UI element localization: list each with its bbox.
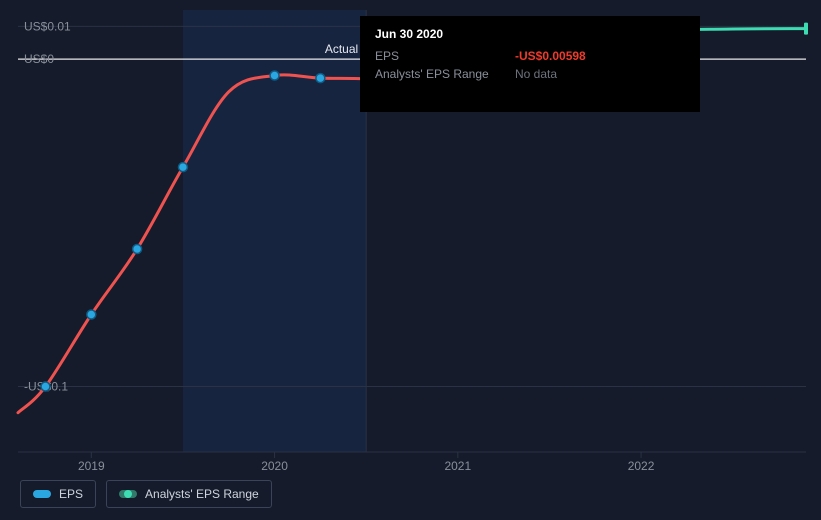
tooltip-table: EPS -US$0.00598 Analysts' EPS Range No d…: [375, 47, 685, 83]
tooltip-date: Jun 30 2020: [375, 27, 685, 41]
svg-text:Actual: Actual: [325, 42, 358, 56]
eps-forecast-chart: US$0.01US$0-US$0.1ActualAnalysts Forecas…: [0, 0, 821, 520]
chart-legend: EPS Analysts' EPS Range: [20, 480, 272, 508]
legend-item-label: EPS: [59, 487, 83, 501]
svg-text:2019: 2019: [78, 459, 105, 473]
legend-item-label: Analysts' EPS Range: [145, 487, 259, 501]
legend-item-analysts-range[interactable]: Analysts' EPS Range: [106, 480, 272, 508]
tooltip-row-value: No data: [515, 65, 685, 83]
tooltip-row: EPS -US$0.00598: [375, 47, 685, 65]
svg-text:US$0.01: US$0.01: [24, 19, 71, 33]
tooltip-row: Analysts' EPS Range No data: [375, 65, 685, 83]
legend-item-eps[interactable]: EPS: [20, 480, 96, 508]
svg-text:2020: 2020: [261, 459, 288, 473]
legend-swatch-icon: [33, 490, 51, 498]
svg-text:2021: 2021: [444, 459, 471, 473]
tooltip-row-label: EPS: [375, 47, 515, 65]
svg-text:US$0: US$0: [24, 52, 54, 66]
chart-tooltip: Jun 30 2020 EPS -US$0.00598 Analysts' EP…: [360, 16, 700, 112]
legend-swatch-icon: [119, 490, 137, 498]
tooltip-row-value: -US$0.00598: [515, 47, 685, 65]
tooltip-row-label: Analysts' EPS Range: [375, 65, 515, 83]
svg-text:2022: 2022: [628, 459, 655, 473]
